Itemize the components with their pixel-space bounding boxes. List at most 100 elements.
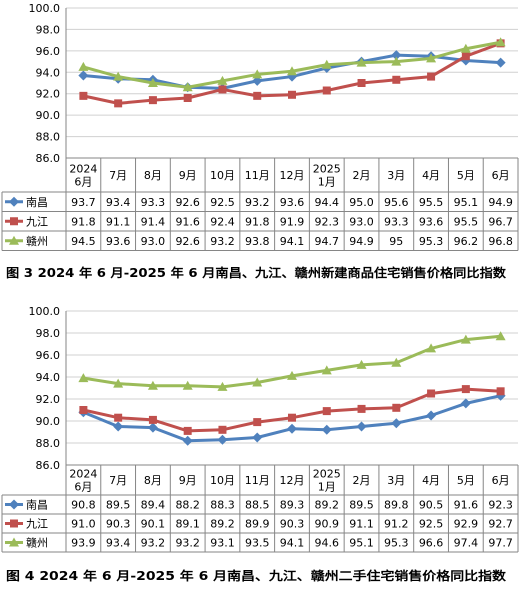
data-label: 96.6 [419, 537, 444, 550]
data-label: 93.0 [141, 235, 166, 248]
x-tick-label: 7月 [109, 474, 127, 487]
data-label: 93.1 [210, 537, 235, 550]
data-point [460, 398, 471, 409]
series-name: 赣州 [26, 234, 48, 248]
data-point [78, 61, 89, 71]
x-tick-label: 8月 [144, 474, 162, 487]
data-label: 95.3 [419, 235, 444, 248]
data-label: 92.4 [210, 215, 235, 228]
data-point [288, 90, 296, 99]
legend-marker [10, 519, 18, 528]
data-point [113, 71, 124, 81]
data-point [356, 57, 367, 67]
data-point [253, 418, 262, 427]
data-label: 89.4 [141, 499, 166, 512]
x-tick-label: 2024 [69, 163, 97, 176]
legend-marker [9, 499, 19, 510]
data-point [322, 86, 331, 95]
x-tick-label: 3月 [387, 169, 405, 182]
data-label: 94.6 [315, 537, 340, 550]
data-point [252, 69, 263, 79]
x-tick-label: 11月 [245, 474, 270, 487]
data-label: 93.4 [106, 537, 131, 550]
data-point [79, 91, 88, 100]
data-label: 89.2 [315, 499, 340, 512]
data-label: 90.5 [419, 499, 444, 512]
data-label: 93.4 [106, 196, 131, 209]
data-point [321, 365, 332, 375]
data-point [391, 357, 402, 367]
data-label: 95 [389, 235, 403, 248]
data-label: 92.6 [175, 196, 200, 209]
data-label: 93.6 [280, 196, 305, 209]
x-tick-label: 7月 [109, 169, 127, 182]
data-point [495, 57, 506, 68]
data-point [252, 432, 263, 443]
x-tick-label: 10月 [210, 474, 235, 487]
data-point [461, 385, 470, 394]
data-label: 90.1 [141, 518, 166, 531]
data-label: 95.1 [349, 537, 374, 550]
series-name: 九江 [26, 215, 48, 228]
data-point [182, 435, 193, 446]
data-label: 89.2 [210, 518, 235, 531]
data-label: 91.1 [106, 215, 131, 228]
legend-entry-2: 九江 [5, 215, 48, 228]
data-label: 91.8 [245, 215, 270, 228]
data-point [147, 422, 158, 433]
y-tick-label: 100.0 [29, 305, 61, 318]
data-label: 93.7 [71, 196, 96, 209]
data-point [252, 377, 263, 387]
data-label: 92.6 [175, 235, 200, 248]
data-label: 93.9 [71, 537, 96, 550]
data-point [391, 418, 402, 429]
data-label: 95.0 [349, 196, 374, 209]
data-point [357, 404, 366, 413]
data-point [217, 381, 228, 391]
data-point [182, 380, 193, 390]
data-point [321, 59, 332, 69]
legend-marker [10, 217, 18, 226]
data-point [78, 373, 89, 383]
series-name: 南昌 [26, 196, 48, 209]
data-label: 91.0 [71, 518, 96, 531]
data-point [461, 52, 470, 61]
data-label: 89.5 [106, 499, 131, 512]
data-point [78, 70, 89, 81]
data-point [322, 407, 331, 416]
x-tick-label: 11月 [245, 169, 270, 182]
y-tick-label: 94.0 [36, 371, 61, 384]
y-tick-label: 88.0 [36, 131, 61, 144]
data-point [114, 99, 123, 108]
data-point [392, 403, 401, 412]
legend-entry-3: 赣州 [5, 234, 48, 248]
x-tick-label: 3月 [387, 474, 405, 487]
legend-marker [9, 196, 19, 207]
data-label: 96.7 [488, 215, 513, 228]
y-tick-label: 96.0 [36, 45, 61, 58]
data-label: 93.0 [349, 215, 374, 228]
y-tick-label: 98.0 [36, 23, 61, 36]
data-label: 93.6 [419, 215, 444, 228]
x-tick-label: 6月 [492, 474, 510, 487]
x-tick-label: 2025 [313, 163, 341, 176]
data-point [356, 421, 367, 432]
data-label: 94.9 [349, 235, 374, 248]
data-label: 94.7 [315, 235, 340, 248]
legend-entry-1: 南昌 [5, 499, 48, 512]
data-point [287, 423, 297, 434]
x-tick-label: 12月 [280, 169, 305, 182]
data-label: 93.2 [210, 235, 235, 248]
y-tick-label: 96.0 [36, 349, 61, 362]
data-label: 94.1 [280, 235, 305, 248]
data-label: 94.5 [71, 235, 96, 248]
data-point [147, 78, 158, 87]
data-point [357, 79, 366, 87]
x-tick-label: 2024 [69, 468, 97, 481]
data-point [495, 37, 506, 47]
data-point [426, 343, 437, 353]
data-label: 90.3 [106, 518, 131, 531]
data-point [356, 359, 367, 369]
